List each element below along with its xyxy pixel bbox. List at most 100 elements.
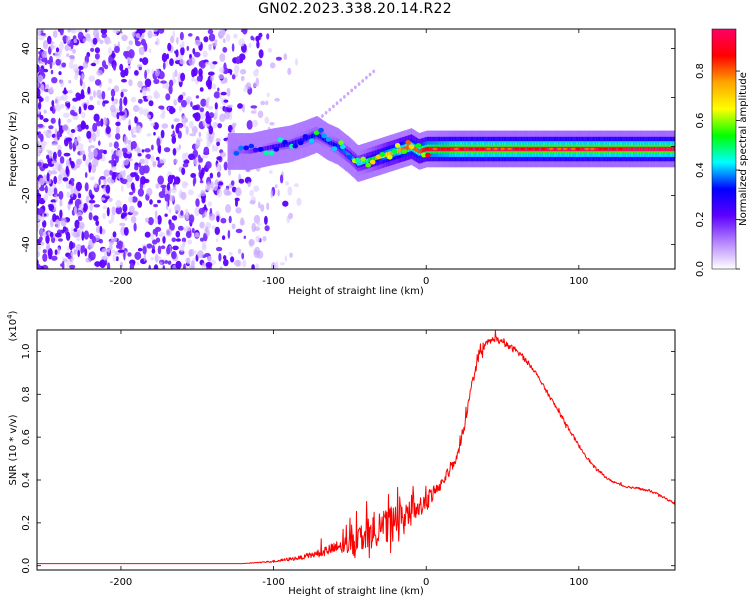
ridge-segment [269,145,271,150]
noise-blob [69,198,73,203]
noise-blob [37,208,45,215]
noise-blob [225,33,231,42]
noise-blob [202,50,208,58]
ridge-blob [618,147,623,151]
noise-blob [94,79,102,86]
noise-blob [99,225,103,235]
noise-blob [211,225,217,230]
noise-blob [137,80,143,88]
noise-blob [54,249,58,256]
noise-blob [92,122,98,132]
snr-y-tick-label: 0.0 [21,558,32,574]
noise-blob [167,174,174,185]
noise-blob [81,150,86,156]
noise-blob [203,204,207,211]
noise-blob [126,181,132,189]
noise-blob [127,139,132,145]
ridge-segment [386,152,388,157]
spectrogram-y-tick-label: -40 [21,236,32,252]
noise-blob [131,31,136,37]
ridge-segment [638,146,640,152]
ridge-blob [459,147,464,151]
ridge-blob [520,147,525,151]
ridge-blob [321,133,327,139]
noise-blob [214,179,219,186]
ridge-blob [562,147,568,151]
noise-blob [101,255,108,261]
noise-blob [103,169,110,177]
noise-blob [147,217,154,226]
noise-blob [151,69,155,74]
noise-blob [63,258,68,263]
ridge-segment [414,146,417,152]
noise-blob [46,245,50,250]
snr-x-tick-label: 100 [569,577,588,588]
noise-blob [201,196,206,204]
colorbar: 0.0 0.2 0.4 0.6 0.8 Normalized spectral ampl… [695,28,749,277]
noise-blob [119,63,124,71]
noise-blob [162,235,166,244]
noise-blob [174,204,181,213]
noise-blob [296,197,302,206]
noise-blob [164,213,168,217]
noise-blob [188,56,196,66]
ridge-segment [232,149,235,154]
noise-blob [198,164,201,172]
noise-blob [142,245,147,255]
noise-blob [275,261,279,269]
noise-blob [91,62,96,67]
noise-blob [134,251,142,260]
noise-blob [143,253,147,262]
noise-blob [203,36,209,43]
noise-blob [137,153,142,157]
ridge-segment [337,144,340,149]
ridge-segment [359,160,362,166]
noise-blob [289,252,293,258]
noise-blob [200,98,207,107]
ridge-segment [270,145,272,150]
noise-blob [109,142,113,147]
noise-blob [129,205,135,214]
ridge-segment [241,149,243,154]
noise-blob [103,149,107,155]
ridge-segment [628,146,630,152]
ridge-segment [666,146,668,152]
noise-blob [235,207,242,214]
noise-blob [40,241,45,246]
ridge-segment [497,146,500,152]
noise-blob [172,130,175,137]
ridge-segment [242,149,244,154]
noise-blob [50,170,58,175]
noise-blob [144,70,148,80]
ridge-segment [340,146,342,151]
noise-blob [253,185,260,192]
ridge-segment [531,146,534,152]
snr-y-multiplier-close: ) [8,310,19,314]
noise-blob [240,68,247,75]
ridge-segment [484,146,486,152]
noise-blob [62,124,69,132]
noise-blob [66,35,71,44]
noise-blob [231,223,236,230]
noise-blob [80,121,87,130]
noise-blob [222,38,226,43]
ridge-segment [465,146,468,152]
noise-blob [139,165,146,176]
noise-blob [106,207,110,217]
noise-blob [104,64,109,70]
ridge-segment [313,133,315,138]
noise-blob [108,197,113,202]
noise-blob [173,158,178,164]
noise-blob [227,168,232,176]
noise-blob [196,75,202,82]
ridge-segment [281,143,283,148]
ridge-segment [629,146,631,152]
noise-blob [183,123,187,129]
noise-blob [175,238,181,242]
noise-blob [209,172,214,179]
noise-blob [178,105,183,112]
ridge-segment [231,149,233,154]
noise-blob [209,207,213,215]
noise-blob [264,215,268,225]
noise-blob [78,203,84,210]
